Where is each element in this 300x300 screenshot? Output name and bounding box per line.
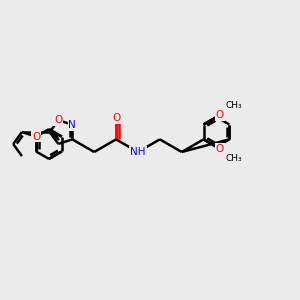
- Text: N: N: [68, 120, 76, 130]
- Text: O: O: [216, 110, 224, 120]
- Text: CH₃: CH₃: [226, 101, 242, 110]
- Text: O: O: [54, 115, 62, 125]
- Text: O: O: [32, 132, 40, 142]
- Text: CH₃: CH₃: [226, 154, 242, 163]
- Text: O: O: [216, 144, 224, 154]
- Text: O: O: [112, 113, 120, 123]
- Text: NH: NH: [130, 147, 146, 157]
